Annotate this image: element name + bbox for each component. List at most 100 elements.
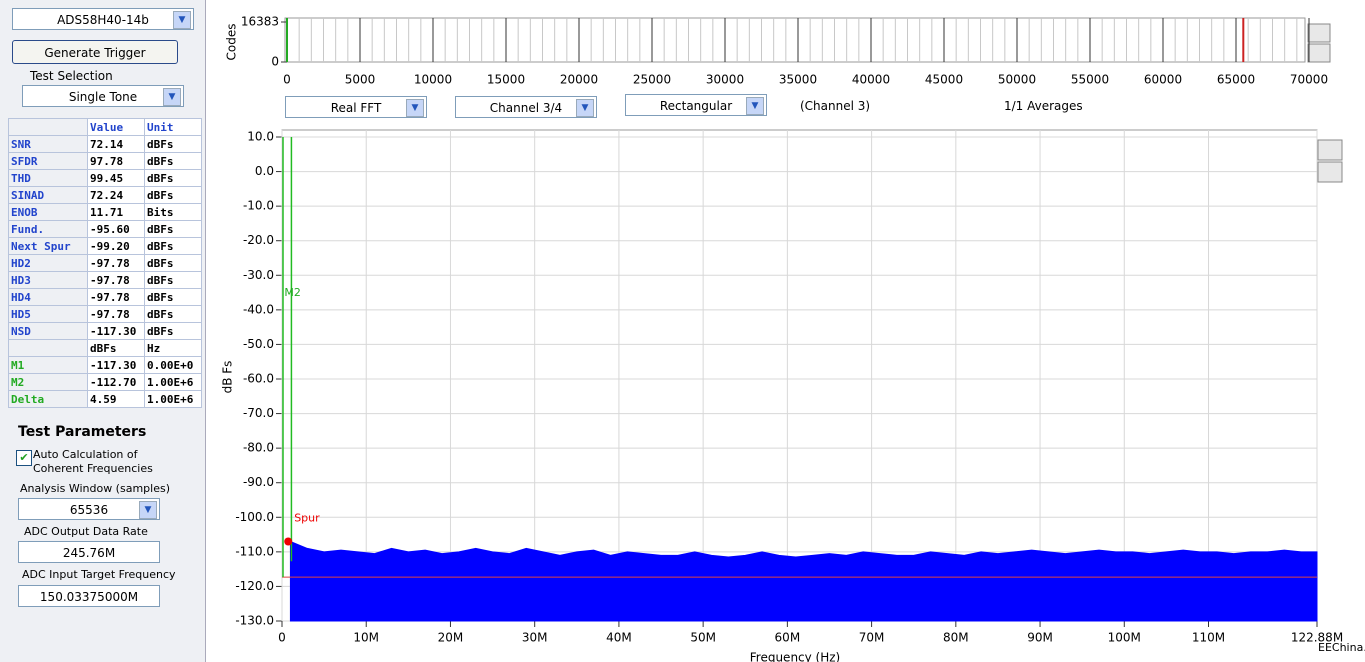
window-type-select[interactable]: Rectangular ▼ (625, 94, 767, 116)
cell: 1.00E+6 (144, 373, 202, 391)
x-tick-label: 25000 (633, 73, 671, 87)
cell: dBFs (144, 237, 202, 255)
zoom-button[interactable] (1317, 139, 1343, 161)
y-tick-label: 10.0 (247, 130, 274, 144)
cell: -112.70 (87, 373, 145, 391)
y-tick-label: -60.0 (243, 372, 274, 386)
x-tick-label: 40000 (852, 73, 890, 87)
checkbox-label: Auto Calculation of Coherent Frequencies (33, 448, 153, 475)
x-tick-label: 35000 (779, 73, 817, 87)
cell: 11.71 (87, 203, 145, 221)
cell: dBFs (144, 322, 202, 340)
table-row: SNR 72.14 dBFs (8, 135, 202, 153)
y-tick-label: -50.0 (243, 337, 274, 351)
zoom-button[interactable] (1307, 23, 1331, 43)
label: Test Selection (30, 69, 113, 83)
x-tick-label: 70M (859, 631, 885, 645)
channel-note: (Channel 3) (800, 99, 871, 113)
x-tick-label: 45000 (925, 73, 963, 87)
table-row: HD5 -97.78 dBFs (8, 305, 202, 323)
cell: dBFs (144, 288, 202, 306)
spectrum (289, 540, 1318, 622)
y-tick-label: -20.0 (243, 233, 274, 247)
cell: 99.45 (87, 169, 145, 187)
y-tick-label: -90.0 (243, 475, 274, 489)
dropdown-arrow[interactable]: ▼ (406, 99, 424, 117)
fft-select[interactable]: Real FFT ▼ (285, 96, 427, 118)
section-title: Test Parameters (18, 424, 147, 440)
dropdown-arrow[interactable]: ▼ (139, 501, 157, 519)
left-panel: ADS58H40-14b ▼ Generate Trigger Test Sele… (0, 0, 206, 662)
test-select[interactable]: Single Tone ▼ (22, 85, 184, 107)
watermark: EEChina.com (1318, 641, 1365, 654)
table-row: M2 -112.70 1.00E+6 (8, 373, 202, 391)
x-tick-label: 70000 (1290, 73, 1328, 87)
x-tick-label: 20000 (560, 73, 598, 87)
freq-input[interactable]: 150.03375000M (18, 585, 160, 607)
x-tick-label: 10000 (414, 73, 452, 87)
x-tick-label: 90M (1027, 631, 1053, 645)
label: ADC Output Data Rate (24, 525, 148, 538)
window-select[interactable]: 65536 ▼ (18, 498, 160, 520)
table-row: M1 -117.30 0.00E+0 (8, 356, 202, 374)
y-tick-label: 16383 (241, 15, 279, 29)
checkbox[interactable]: ✔ (16, 450, 32, 466)
x-tick-label: 50000 (998, 73, 1036, 87)
dropdown-arrow[interactable]: ▼ (173, 11, 191, 29)
row-label: SFDR (8, 152, 88, 170)
y-tick-label: -130.0 (235, 614, 274, 628)
cell: 72.14 (87, 135, 145, 153)
cell: dBFs (144, 152, 202, 170)
x-tick-label: 60000 (1144, 73, 1182, 87)
marker-label: M2 (284, 286, 301, 299)
dropdown-arrow[interactable]: ▼ (746, 97, 764, 115)
table-row: ENOB 11.71 Bits (8, 203, 202, 221)
cell: Bits (144, 203, 202, 221)
x-tick-label: 20M (438, 631, 464, 645)
x-tick-label: 65000 (1217, 73, 1255, 87)
cell: dBFs (144, 186, 202, 204)
cell: 1.00E+6 (144, 390, 202, 408)
cell: dBFs (144, 135, 202, 153)
results-table: Value Unit SNR 72.14 dBFs SFDR 97.78 dBFs THD 99.… (8, 118, 202, 408)
channel-select[interactable]: Channel 3/4 ▼ (455, 96, 597, 118)
label: ADC Input Target Frequency (22, 568, 176, 581)
select-text: Rectangular (659, 99, 733, 113)
x-tick-label: 80M (943, 631, 969, 645)
dropdown-arrow[interactable]: ▼ (576, 99, 594, 117)
averages: 1/1 Averages (1004, 99, 1083, 113)
y-tick-label: -80.0 (243, 441, 274, 455)
label: Analysis Window (samples) (20, 482, 170, 495)
cell: dBFs (144, 271, 202, 289)
table-row: Fund. -95.60 dBFs (8, 220, 202, 238)
cell: dBFs (87, 339, 145, 357)
x-tick-label: 0 (278, 631, 286, 645)
rate-input[interactable]: 245.76M (18, 541, 160, 563)
x-tick-label: 30000 (706, 73, 744, 87)
pan-button[interactable] (1317, 161, 1343, 183)
plot-area (284, 17, 1306, 63)
spur-dot (284, 537, 293, 546)
x-tick-label: 40M (606, 631, 632, 645)
y-tick-label: 0 (271, 55, 279, 69)
table-row: SFDR 97.78 dBFs (8, 152, 202, 170)
device-select[interactable]: ADS58H40-14b ▼ (12, 8, 194, 30)
y-tick-label: -70.0 (243, 406, 274, 420)
y-tick-label: -40.0 (243, 302, 274, 316)
table-row: Next Spur -99.20 dBFs (8, 237, 202, 255)
y-axis-label: dB Fs (221, 361, 235, 394)
row-label: HD5 (8, 305, 88, 323)
y-tick-label: -120.0 (235, 579, 274, 593)
x-tick-label: 15000 (487, 73, 525, 87)
header-row: Value Unit (8, 118, 202, 136)
trigger-button[interactable]: Generate Trigger (12, 40, 178, 64)
zoom-tools[interactable] (1307, 23, 1343, 183)
x-tick-label: 0 (283, 73, 291, 87)
x-tick-label: 10M (353, 631, 379, 645)
table-row: THD 99.45 dBFs (8, 169, 202, 187)
pan-button[interactable] (1307, 43, 1331, 63)
header-cell: Value (87, 118, 145, 136)
dropdown-arrow[interactable]: ▼ (163, 88, 181, 106)
row-label: SINAD (8, 186, 88, 204)
